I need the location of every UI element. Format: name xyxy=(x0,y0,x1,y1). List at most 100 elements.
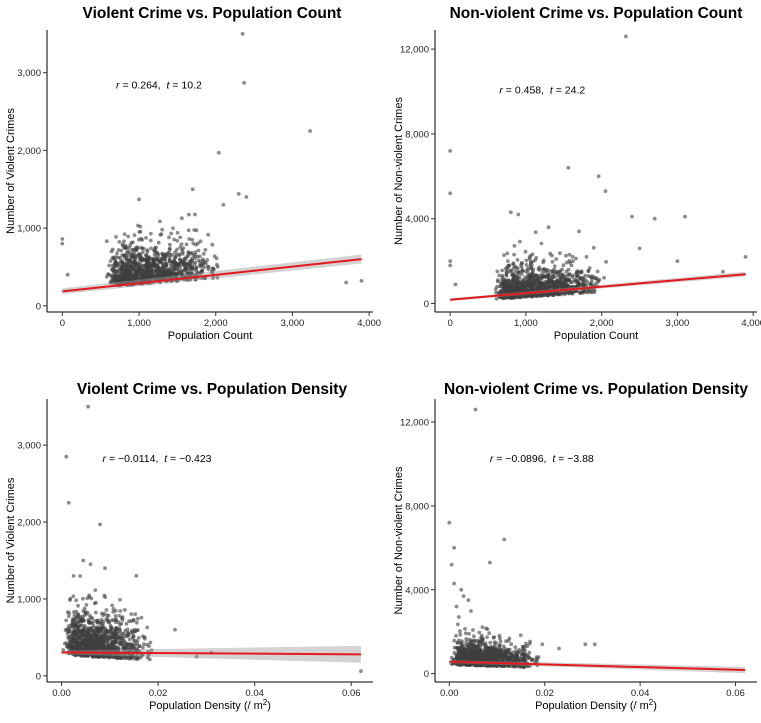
data-point xyxy=(131,247,135,252)
data-point xyxy=(193,250,198,254)
data-point xyxy=(91,648,95,653)
data-point xyxy=(180,272,184,277)
data-point xyxy=(61,648,66,652)
data-point xyxy=(578,275,583,280)
data-point xyxy=(76,641,81,646)
data-point xyxy=(452,651,457,655)
regression-line xyxy=(61,651,361,656)
data-point xyxy=(146,255,151,260)
data-point xyxy=(603,189,608,194)
data-point xyxy=(466,598,471,603)
data-point xyxy=(110,256,115,261)
data-point xyxy=(512,252,516,257)
y-axis-label: Number of Violent Crimes xyxy=(5,108,17,234)
data-point xyxy=(167,247,172,252)
data-point xyxy=(166,269,171,274)
data-point xyxy=(135,261,140,265)
data-point xyxy=(550,259,555,264)
data-point xyxy=(123,269,128,273)
data-point xyxy=(517,276,522,280)
data-point xyxy=(173,627,177,632)
data-point xyxy=(561,263,566,268)
x-tick-label: 0.06 xyxy=(726,688,745,699)
y-tick-label: 2,000 xyxy=(17,518,41,529)
data-point xyxy=(548,269,553,273)
data-point xyxy=(188,277,193,282)
r-symbol: r xyxy=(490,453,494,465)
data-point xyxy=(106,272,110,277)
data-point xyxy=(506,263,511,268)
data-point xyxy=(140,246,145,251)
data-point xyxy=(534,280,539,285)
data-point xyxy=(175,238,180,243)
data-point xyxy=(184,242,189,247)
data-point xyxy=(589,275,594,280)
data-point xyxy=(586,269,591,274)
data-point xyxy=(110,603,115,608)
data-point xyxy=(90,635,95,640)
data-point xyxy=(129,264,134,269)
data-point xyxy=(525,653,529,657)
data-point xyxy=(595,269,600,274)
x-axis-label-text: Population Count xyxy=(554,330,638,342)
data-point xyxy=(577,229,581,234)
data-point xyxy=(453,282,458,287)
data-point xyxy=(131,254,136,259)
data-point xyxy=(505,251,510,256)
regression-line xyxy=(62,258,362,293)
data-point xyxy=(148,640,153,645)
data-point xyxy=(552,264,557,269)
data-point xyxy=(81,558,86,563)
data-point xyxy=(164,263,169,267)
data-point xyxy=(160,227,165,232)
x-tick-label: 0.02 xyxy=(149,688,168,699)
data-point xyxy=(465,651,470,656)
data-point xyxy=(142,642,146,647)
data-point xyxy=(221,202,226,207)
data-point xyxy=(652,216,657,221)
data-point xyxy=(101,626,106,630)
data-point xyxy=(143,257,147,262)
data-point xyxy=(546,285,551,289)
data-point xyxy=(480,657,485,662)
data-point xyxy=(94,610,98,615)
data-point xyxy=(568,280,573,285)
y-tick-label: 1,000 xyxy=(17,224,41,235)
data-point xyxy=(150,256,155,261)
data-point xyxy=(130,628,135,633)
data-point xyxy=(67,626,72,631)
points-layer xyxy=(61,404,363,674)
data-point xyxy=(454,604,459,609)
data-point xyxy=(564,253,568,258)
data-point xyxy=(138,224,143,229)
data-point xyxy=(171,226,175,231)
data-point xyxy=(574,256,578,261)
data-point xyxy=(190,237,195,242)
data-point xyxy=(71,630,76,635)
data-point xyxy=(504,272,509,277)
data-point xyxy=(119,248,124,253)
data-point xyxy=(147,273,152,277)
x-axis-label-superscript: 2 xyxy=(263,698,268,707)
data-point xyxy=(140,250,145,255)
data-point xyxy=(181,246,186,251)
data-point xyxy=(162,270,167,274)
data-point xyxy=(90,620,95,625)
data-point xyxy=(497,644,502,649)
data-point xyxy=(134,620,139,625)
data-point xyxy=(533,230,538,235)
data-point xyxy=(193,277,198,282)
data-point xyxy=(537,276,542,280)
data-point xyxy=(188,272,193,276)
correlation-annotation: r = 0.264, t = 10.2 xyxy=(116,79,202,91)
data-point xyxy=(179,242,184,247)
data-point xyxy=(485,627,490,631)
data-point xyxy=(114,629,119,634)
data-point xyxy=(115,251,119,256)
data-point xyxy=(74,598,79,603)
data-point xyxy=(147,657,152,662)
data-point xyxy=(114,235,118,239)
data-point xyxy=(122,253,127,258)
data-point xyxy=(125,642,130,646)
data-point xyxy=(95,618,100,623)
